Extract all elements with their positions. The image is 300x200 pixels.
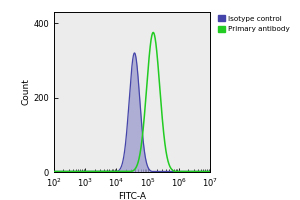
Y-axis label: Count: Count: [22, 79, 31, 105]
X-axis label: FITC-A: FITC-A: [118, 192, 146, 200]
Legend: Isotype control, Primary antibody: Isotype control, Primary antibody: [217, 14, 291, 33]
